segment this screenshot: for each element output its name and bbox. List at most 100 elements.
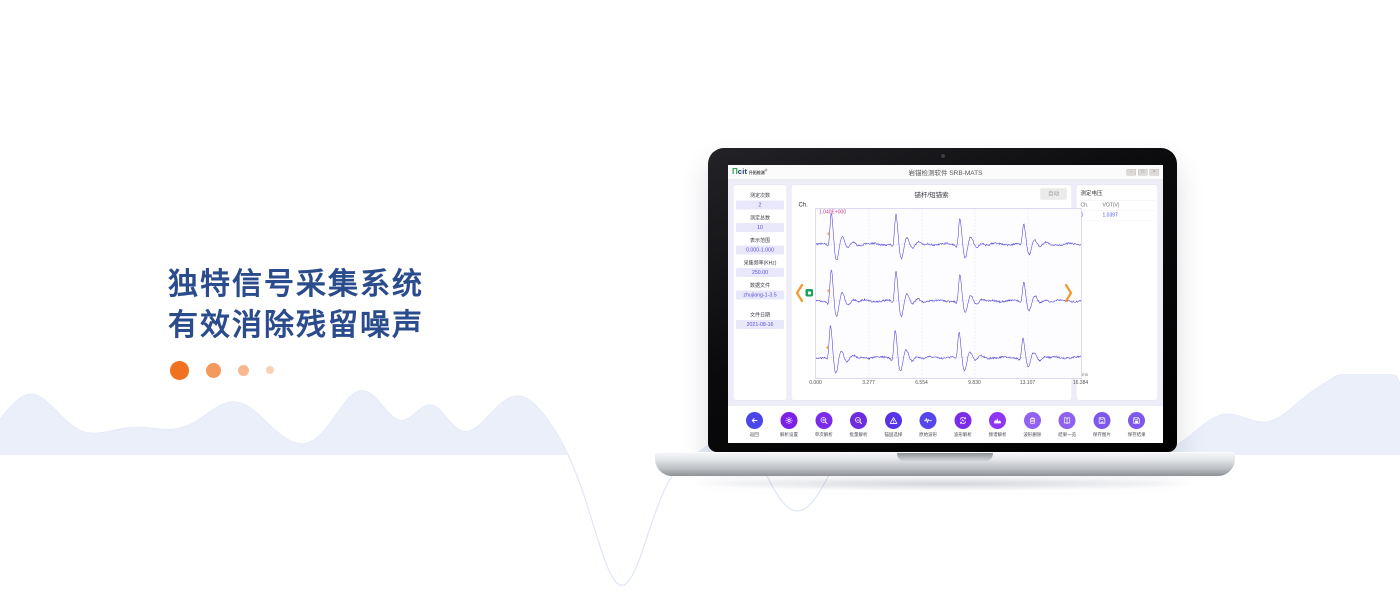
waveform-plot: + + + 1.040E+000 [815,208,1082,379]
voltage-table-header: Ch. VOT(V) [1079,201,1155,211]
chart-panel: 锚杆/短锚索 自动 Ch. + + + 1.040E+000 0.000 3.277 6… [791,184,1088,401]
search-batch-icon: ALL [855,416,863,424]
sidebar-field-label: 数据文件 [750,283,770,289]
toolbar-button-trash[interactable]: 波形删除 [1018,411,1047,438]
back-arrow-icon [751,417,758,423]
toolbar-button-label: 频谱解析 [988,431,1007,437]
sidebar-field-value[interactable]: 0.000-1.000 [736,245,784,255]
window-controls: – ▢ ✕ [1126,168,1159,176]
toolbar-button-label: 原始波形 [919,431,938,437]
voltage-table-body: 0 1.0397 [1079,211,1155,221]
x-tick-label: 6.554 [915,380,928,386]
voltage-col-vot: VOT(V) [1102,202,1120,209]
minimize-button[interactable]: – [1126,168,1136,176]
toolbar-button-label: 保存结果 [1127,431,1146,437]
maximize-button[interactable]: ▢ [1138,168,1148,176]
app-content: 测定次数 2 测定总数 10 表示范围 0.000-1.000 采集频率(KHz) 250.0… [728,180,1163,406]
voltage-panel-title: 测定电压 [1079,188,1155,201]
sidebar-field-label: 表示范围 [750,238,770,244]
chart-title: 锚杆/短锚索 [914,191,949,199]
svg-text:+: + [826,345,830,352]
warning-triangle-icon [889,416,898,424]
x-unit-label: ms [1082,372,1088,377]
sidebar-field-label: 测定总数 [750,215,770,222]
x-tick-label: 16.384 [1072,380,1089,386]
toolbar-button-label: 波形删除 [1023,431,1042,437]
svg-text:+: + [826,231,830,238]
spectrum-icon [994,417,1001,424]
voltage-row: 0 1.0397 [1079,211,1155,221]
toolbar-button-spectrum[interactable]: 频谱解析 [983,411,1012,438]
toolbar: 返回 解析设置 单次解析 ALL 批量解析 锚固选择 原始波形 波形解析 频谱解析 波形删除 结果一… [728,405,1163,443]
logo-mark-icon: Π [732,167,738,177]
toolbar-button-label: 锚固选择 [884,431,903,437]
save-disk-icon [1133,417,1140,424]
svg-text:+: + [826,288,830,295]
x-tick-label: 0.000 [809,380,822,386]
laptop-screen: Π cit 升拓检测 ® 岩锚检测软件 SRB-MATS – ▢ ✕ 测定次数 2… [708,148,1177,452]
chevron-right-icon[interactable] [1064,283,1074,303]
x-axis: 0.000 3.277 6.554 9.830 13.107 16.384 [809,380,1088,387]
hero-dot [238,364,249,376]
app-titlebar: Π cit 升拓检测 ® 岩锚检测软件 SRB-MATS – ▢ ✕ [728,165,1163,180]
close-button[interactable]: ✕ [1149,168,1159,176]
toolbar-button-label: 波形解析 [953,431,972,437]
marker-square-icon [807,291,811,295]
chevron-left-icon[interactable] [795,283,805,303]
refresh-waveform-icon [959,416,966,424]
background-wave [0,374,1400,586]
toolbar-button-warning-triangle[interactable]: 锚固选择 [879,411,908,438]
chart-traces: + + + [815,208,1082,379]
logo-registered-mark: ® [764,169,768,173]
toolbar-button-book[interactable]: 结果一览 [1053,411,1082,438]
toolbar-button-label: 结果一览 [1058,431,1077,437]
trash-icon [1029,417,1036,424]
toolbar-button-save-image[interactable]: 保存图片 [1087,411,1116,438]
toolbar-button-gear[interactable]: 解析设置 [775,411,804,438]
sidebar-field-value[interactable]: 10 [736,223,784,232]
toolbar-button-search-wave[interactable]: 单次解析 [809,411,838,438]
logo-text: cit [737,167,748,177]
sidebar-field-value[interactable]: 250.00 [736,268,784,277]
hero-dots [170,360,424,380]
app-window: Π cit 升拓检测 ® 岩锚检测软件 SRB-MATS – ▢ ✕ 测定次数 2… [728,165,1163,443]
sidebar-field-value[interactable]: 2021-08-16 [736,320,784,329]
laptop-base [655,452,1235,476]
sidebar-field-value[interactable]: 2 [736,200,784,210]
toolbar-button-back-arrow[interactable]: 返回 [740,411,769,438]
search-wave-icon [820,416,828,424]
x-tick-label: 3.277 [862,380,875,386]
sidebar-field-label: 测定次数 [750,193,770,199]
x-tick-label: 9.830 [968,380,981,386]
toolbar-button-refresh-waveform[interactable]: 波形解析 [948,411,977,438]
gear-icon [785,416,793,424]
marker-toggle-button[interactable] [805,289,813,297]
webcam-icon [940,154,945,158]
waveform-icon [924,417,933,423]
laptop-shadow [685,477,1205,491]
hero-heading-line2: 有效消除残留噪声 [168,309,424,342]
app-logo: Π cit 升拓检测 ® [732,168,767,177]
book-icon [1064,417,1071,424]
laptop-base-notch [897,453,993,462]
toolbar-button-search-batch[interactable]: ALL 批量解析 [844,411,873,438]
save-image-icon [1098,417,1106,424]
toolbar-button-label: 返回 [749,431,759,437]
hero-section: 独特信号采集系统 有效消除残留噪声 [168,264,424,380]
svg-text:ALL: ALL [857,419,862,422]
auto-button[interactable]: 自动 [1040,188,1067,200]
sidebar-field-label: 文件日期 [750,312,770,319]
hero-dot [266,366,274,374]
toolbar-button-waveform[interactable]: 原始波形 [914,411,943,438]
window-title: 岩锚检测软件 SRB-MATS [908,168,983,177]
hero-dot [206,362,221,378]
toolbar-button-label: 单次解析 [814,431,833,437]
sidebar-field-value[interactable]: zhujiang-1-3.5 [736,290,784,300]
toolbar-button-label: 保存图片 [1092,431,1111,437]
x-tick-label: 13.107 [1019,380,1036,386]
sidebar-field-label: 采集频率(KHz) [743,260,777,267]
toolbar-button-save-disk[interactable]: 保存结果 [1122,411,1151,438]
sidebar-fields: 测定次数 2 测定总数 10 表示范围 0.000-1.000 采集频率(KHz) 250.0… [733,184,787,401]
app-viewport: Π cit 升拓检测 ® 岩锚检测软件 SRB-MATS – ▢ ✕ 测定次数 2… [728,165,1163,443]
hero-dot [170,360,189,380]
